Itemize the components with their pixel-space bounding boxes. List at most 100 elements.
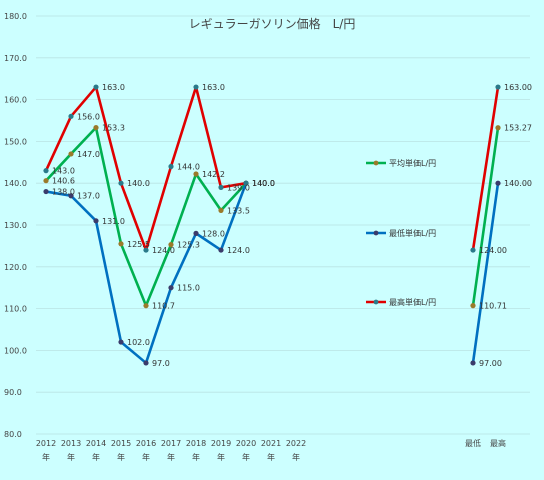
x-tick-label: 2017	[161, 439, 181, 448]
y-tick-label: 120.0	[4, 263, 27, 272]
data-point	[218, 207, 224, 213]
data-point	[118, 241, 124, 247]
data-label: 147.0	[77, 150, 100, 159]
legend-label: 平均単価L/円	[389, 158, 436, 168]
data-point	[118, 339, 124, 345]
data-label: 124.00	[479, 246, 507, 255]
data-point	[68, 193, 74, 199]
data-label: 110.7	[152, 302, 175, 311]
data-label: 140.6	[52, 177, 75, 186]
data-label: 138.0	[52, 188, 75, 197]
data-point	[193, 171, 199, 177]
x-tick-label: 2021	[261, 439, 281, 448]
y-tick-label: 150.0	[4, 137, 27, 146]
data-point	[495, 125, 501, 131]
y-tick-label: 170.0	[4, 54, 27, 63]
data-label: 144.0	[177, 162, 200, 171]
data-point	[93, 84, 99, 90]
legend-label: 最高単価L/円	[389, 297, 436, 307]
data-point	[68, 113, 74, 119]
data-point	[470, 360, 476, 366]
x-tick-suffix: 年	[292, 452, 300, 462]
data-label: 97.0	[152, 359, 170, 368]
data-label: 143.0	[52, 167, 75, 176]
summary-tick-label: 最低	[465, 438, 481, 448]
data-point	[43, 178, 49, 184]
data-point	[243, 180, 249, 186]
data-point	[143, 360, 149, 366]
legend-marker	[373, 299, 379, 305]
x-tick-label: 2014	[86, 439, 106, 448]
data-point	[43, 168, 49, 174]
data-point	[143, 247, 149, 253]
x-tick-suffix: 年	[267, 452, 275, 462]
data-label: 137.0	[77, 192, 100, 201]
y-tick-label: 180.0	[4, 12, 27, 21]
data-label: 125.3	[177, 241, 200, 250]
data-label: 131.0	[102, 217, 125, 226]
legend-marker	[373, 160, 379, 166]
data-label: 153.27	[504, 124, 532, 133]
x-tick-label: 2012	[36, 439, 56, 448]
data-point	[93, 125, 99, 131]
data-labels: 140.6 147.0 153.3 125.5 110.7 125.3 142.2 133.5…	[52, 83, 532, 368]
data-label: 142.2	[202, 170, 225, 179]
data-label: 125.5	[127, 240, 150, 249]
legend-marker	[373, 230, 379, 236]
series-line	[471, 86, 500, 251]
data-point	[168, 242, 174, 248]
y-tick-label: 140.0	[4, 179, 27, 188]
chart-title: レギュラーガソリン価格 L/円	[189, 16, 356, 31]
x-tick-label: 2016	[136, 439, 156, 448]
data-label: 163.00	[504, 83, 532, 92]
y-tick-label: 160.0	[4, 96, 27, 105]
data-point	[470, 247, 476, 253]
data-label: 163.0	[202, 83, 225, 92]
data-point	[193, 230, 199, 236]
data-point	[168, 163, 174, 170]
data-point	[93, 218, 99, 224]
data-point	[193, 84, 199, 90]
data-label: 140.0	[252, 179, 275, 188]
x-tick-label: 2019	[211, 439, 231, 448]
data-label: 163.0	[102, 83, 125, 92]
grid	[36, 15, 530, 435]
data-point	[495, 180, 501, 186]
data-label: 133.5	[227, 206, 250, 215]
x-tick-label: 2015	[111, 439, 131, 448]
data-point	[68, 151, 74, 157]
data-label: 128.0	[202, 229, 225, 238]
x-tick-suffix: 年	[67, 452, 75, 462]
x-tick-suffix: 年	[192, 452, 200, 462]
x-tick-suffix: 年	[92, 452, 100, 462]
data-label: 124.0	[227, 246, 250, 255]
x-tick-suffix: 年	[217, 452, 225, 462]
x-tick-label: 2013	[61, 439, 81, 448]
series-points	[43, 84, 501, 366]
legend-label: 最低単価L/円	[389, 228, 436, 238]
data-point	[218, 247, 224, 253]
data-label: 153.3	[102, 124, 125, 133]
y-tick-label: 100.0	[4, 346, 27, 355]
y-axis-ticks: 80.0 90.0 100.0 110.0 120.0 130.0 140.0 150.0 16…	[4, 12, 27, 439]
x-axis-ticks: 2012 年 2013 年 2014 年 2015 年 2016 年 2017 年 2018 年 2019 年…	[36, 438, 506, 462]
data-point	[470, 303, 476, 309]
series-line	[471, 127, 500, 306]
data-point	[118, 180, 124, 186]
data-label: 156.0	[77, 112, 100, 121]
x-tick-suffix: 年	[242, 452, 250, 462]
x-tick-suffix: 年	[117, 452, 125, 462]
summary-tick-label: 最高	[490, 438, 506, 448]
data-label: 140.0	[252, 179, 275, 188]
data-label: 124.0	[152, 246, 175, 255]
data-point	[218, 184, 224, 190]
data-point	[43, 188, 49, 195]
data-point	[143, 303, 149, 309]
y-tick-label: 90.0	[4, 388, 22, 397]
y-tick-label: 80.0	[4, 430, 22, 439]
data-label: 140.0	[252, 179, 275, 188]
x-tick-suffix: 年	[42, 452, 50, 462]
data-label: 102.0	[127, 338, 150, 347]
